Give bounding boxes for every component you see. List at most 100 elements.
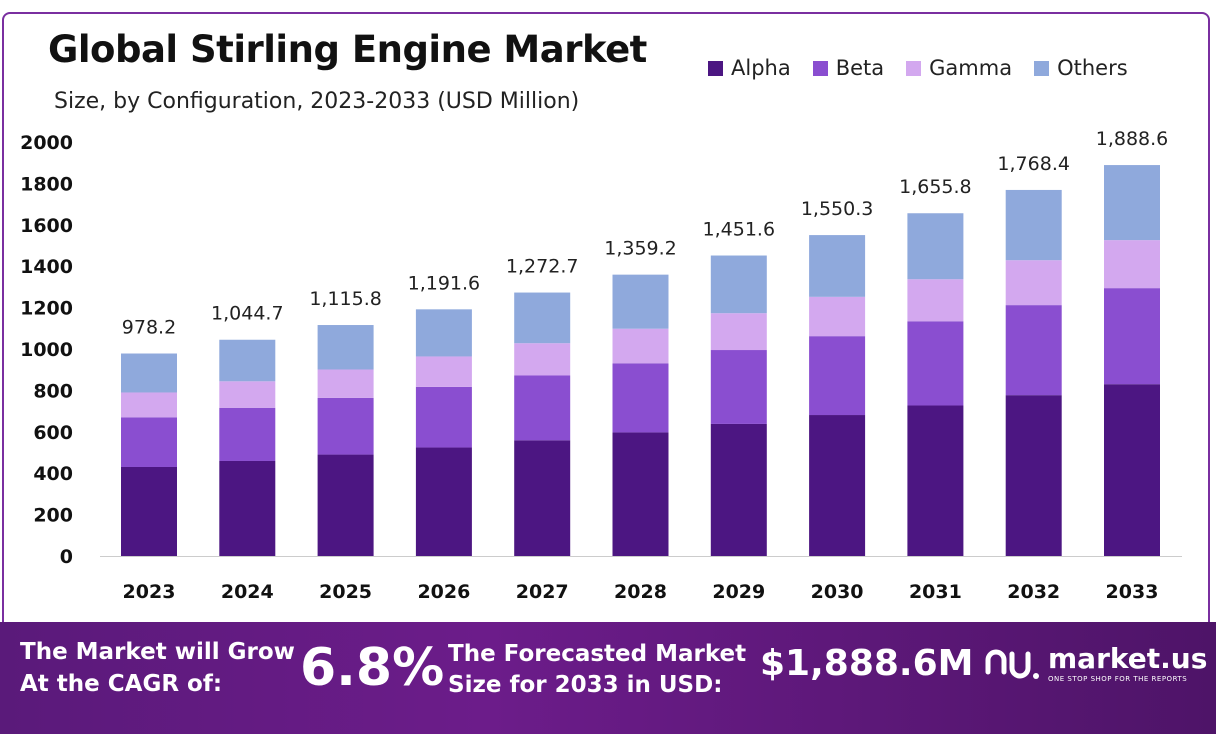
bar-segment-gamma [809, 296, 866, 337]
bar-segment-beta [317, 397, 374, 455]
legend: Alpha Beta Gamma Others [708, 56, 1128, 80]
bar-segment-beta [219, 407, 276, 461]
bar-segment-gamma [710, 313, 767, 351]
cagr-caption-line2: At the CAGR of: [20, 671, 223, 697]
bar-segment-alpha [809, 415, 866, 556]
y-tick-label: 400 [33, 463, 73, 485]
stacked-bar-chart: 0 200 400 600 800 1000 1200 1400 1600 1800 2000 978… [20, 128, 1182, 603]
logo-tagline: ONE STOP SHOP FOR THE REPORTS [1048, 675, 1188, 683]
legend-item-alpha: Alpha [708, 56, 791, 80]
bar-segment-beta [514, 375, 571, 441]
bar-segment-others [1104, 165, 1160, 241]
total-label: 1,451.6 [703, 219, 776, 241]
y-tick-label: 1800 [20, 173, 73, 195]
legend-label-beta: Beta [835, 56, 885, 80]
legend-label-alpha: Alpha [731, 56, 791, 80]
bar-segment-alpha [612, 432, 669, 556]
y-tick-label: 1400 [20, 256, 73, 278]
bar-segment-alpha [121, 466, 177, 556]
bar-segment-gamma [415, 356, 472, 387]
total-label: 1,888.6 [1096, 128, 1169, 150]
total-label: 1,044.7 [211, 303, 284, 325]
cagr-value: 6.8% [300, 638, 445, 698]
bar-segment-others [121, 353, 177, 393]
legend-swatch-beta [812, 60, 828, 76]
x-tick-label: 2026 [417, 581, 470, 603]
bar-segment-others [1005, 189, 1062, 261]
total-label: 1,655.8 [899, 176, 972, 198]
bar-segment-gamma [121, 392, 177, 418]
chart-title: Global Stirling Engine Market [48, 28, 647, 71]
bar-segment-others [907, 213, 964, 280]
forecast-value: $1,888.6M [760, 643, 974, 684]
legend-label-gamma: Gamma [929, 56, 1013, 80]
bar-segment-others [514, 292, 571, 344]
bar-segment-others [219, 339, 276, 382]
bar-segment-alpha [710, 423, 767, 556]
total-label: 1,191.6 [408, 272, 481, 294]
x-tick-label: 2032 [1007, 581, 1060, 603]
x-tick-label: 2033 [1106, 581, 1159, 603]
bar-segment-gamma [514, 343, 571, 376]
y-tick-label: 0 [60, 546, 73, 568]
legend-swatch-gamma [906, 60, 922, 76]
bar-segment-beta [809, 336, 866, 416]
x-tick-label: 2027 [516, 581, 569, 603]
x-tick-label: 2029 [712, 581, 765, 603]
x-tick-label: 2031 [909, 581, 962, 603]
x-tick-label: 2025 [319, 581, 372, 603]
bar-segment-beta [907, 321, 964, 406]
bar-segment-others [809, 235, 866, 297]
summary-banner: The Market will Grow At the CAGR of: 6.8… [0, 622, 1216, 734]
bar-segment-gamma [1104, 240, 1160, 289]
bar-segment-alpha [415, 447, 472, 556]
bar-segment-beta [415, 386, 472, 448]
total-label: 1,768.4 [997, 153, 1070, 175]
bar-segment-gamma [1005, 260, 1062, 306]
total-label: 1,359.2 [604, 238, 677, 260]
y-tick-label: 200 [33, 505, 73, 527]
cagr-caption-line1: The Market will Grow [20, 639, 295, 665]
forecast-caption-line2: Size for 2033 in USD: [448, 672, 723, 698]
market-us-logo-icon [985, 649, 1039, 679]
bar-segment-alpha [514, 440, 571, 556]
bar-segment-alpha [1005, 395, 1062, 556]
bar-segment-gamma [219, 381, 276, 408]
forecast-caption: The Forecasted Market Size for 2033 in U… [448, 639, 746, 701]
bar-segment-gamma [612, 328, 669, 364]
total-label: 1,550.3 [801, 198, 874, 220]
bar-segment-others [415, 309, 472, 357]
legend-item-beta: Beta [812, 56, 885, 80]
y-tick-label: 1200 [20, 298, 73, 320]
chart-subtitle: Size, by Configuration, 2023-2033 (USD M… [54, 89, 580, 114]
legend-item-gamma: Gamma [906, 56, 1012, 80]
logo-wordmark: market.us ONE STOP SHOP FOR THE REPORTS [1048, 644, 1207, 684]
bar-segment-alpha [907, 405, 964, 556]
bar-segment-beta [1104, 288, 1160, 385]
legend-item-others: Others [1034, 56, 1128, 80]
bar-segment-gamma [317, 369, 374, 398]
legend-label-others: Others [1057, 56, 1128, 80]
y-tick-label: 1600 [20, 215, 73, 237]
bar-segment-beta [612, 363, 669, 433]
y-tick-label: 800 [33, 380, 73, 402]
legend-swatch-alpha [708, 60, 723, 76]
total-label: 1,115.8 [309, 288, 382, 310]
bar-segment-others [612, 274, 669, 329]
cagr-caption: The Market will Grow At the CAGR of: [20, 636, 295, 700]
bar-segment-gamma [907, 279, 964, 322]
bar-segment-beta [1005, 305, 1062, 396]
bar-segment-others [317, 325, 374, 370]
market-us-logo: market.us ONE STOP SHOP FOR THE REPORTS [984, 642, 1207, 686]
bar-segment-beta [121, 417, 177, 467]
bar-segment-alpha [219, 460, 276, 556]
x-tick-label: 2024 [221, 581, 274, 603]
forecast-caption-line1: The Forecasted Market [448, 641, 747, 667]
bar-segment-alpha [317, 454, 374, 556]
y-tick-label: 1000 [20, 339, 73, 361]
x-tick-label: 2028 [614, 581, 667, 603]
x-tick-label: 2030 [811, 581, 864, 603]
total-label: 978.2 [122, 317, 176, 339]
x-tick-label: 2023 [123, 581, 176, 603]
bar-segment-beta [710, 350, 767, 424]
